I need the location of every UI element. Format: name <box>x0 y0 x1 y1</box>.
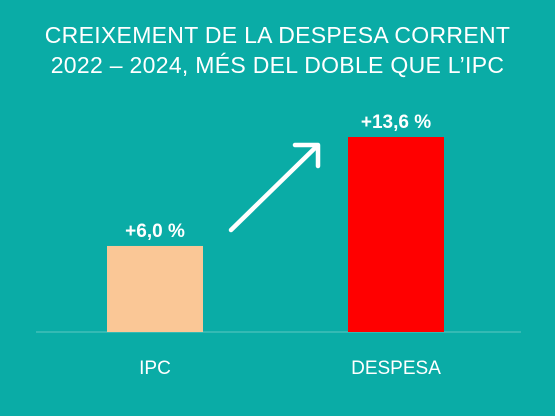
bar-ipc <box>107 245 203 332</box>
data-label-ipc: +6,0 % <box>125 221 185 242</box>
data-label-despesa: +13,6 % <box>361 112 431 133</box>
bars-group: +6,0 % IPC +13,6 % DESPESA <box>107 112 444 379</box>
bar-despesa <box>348 137 444 332</box>
chart-subtitle: 2022 – 2024, MÉS DEL DOBLE QUE L’IPC <box>50 52 505 78</box>
chart-title: CREIXEMENT DE LA DESPESA CORRENT <box>44 22 511 48</box>
category-label-despesa: DESPESA <box>351 358 441 379</box>
growth-arrow-icon <box>228 142 321 233</box>
category-label-ipc: IPC <box>139 358 171 379</box>
